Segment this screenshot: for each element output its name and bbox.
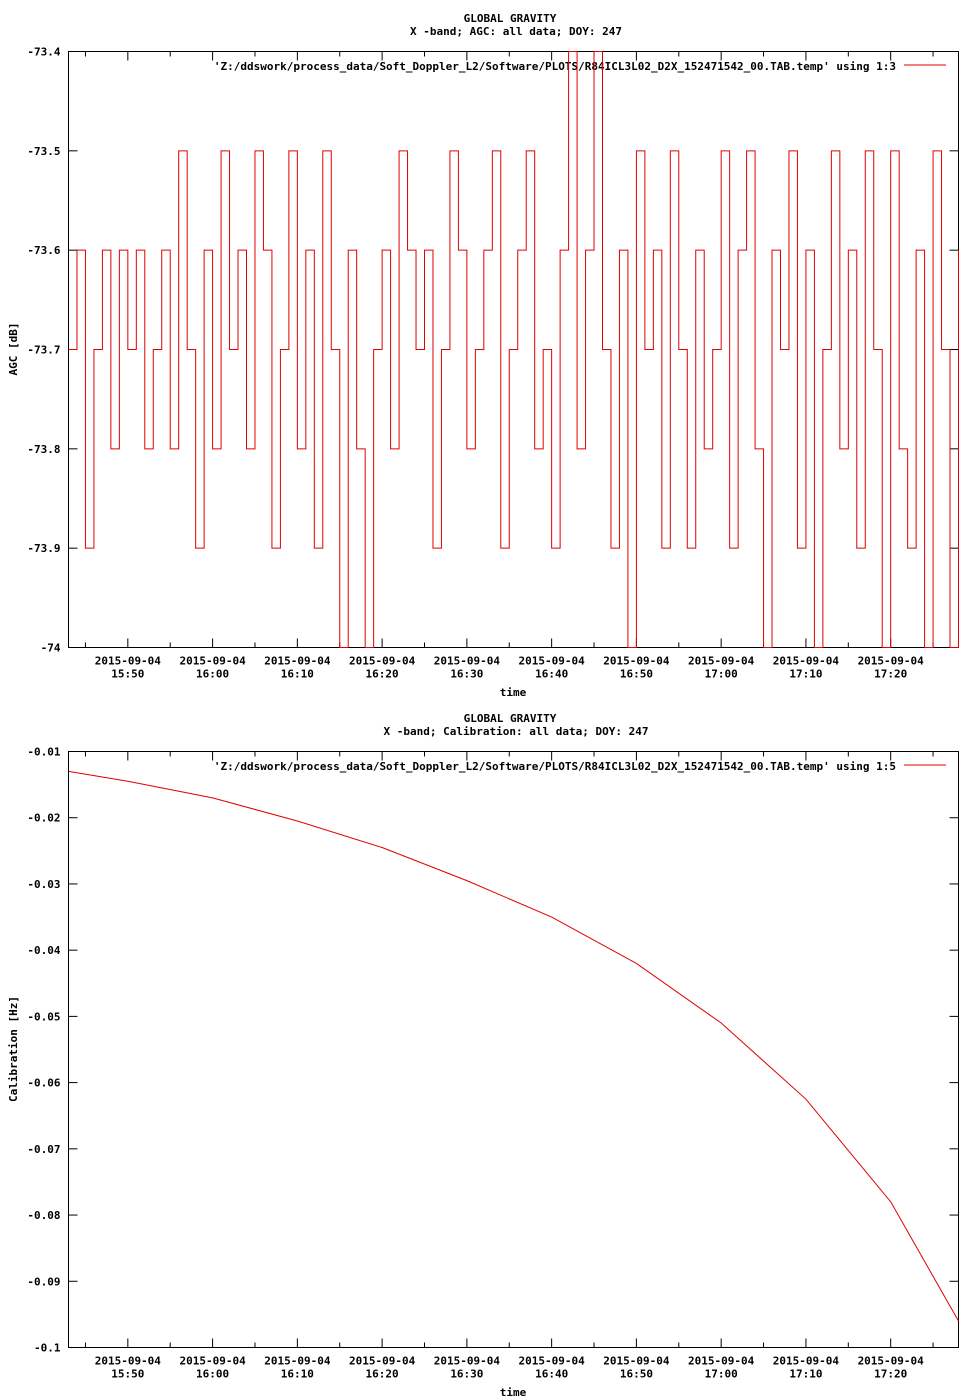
calibration-x-tick-time: 16:40 xyxy=(535,1368,568,1381)
agc-x-axis-label: time xyxy=(500,686,527,699)
calibration-x-tick-date: 2015-09-04 xyxy=(519,1355,586,1368)
agc-chart-title: GLOBAL GRAVITY xyxy=(464,12,557,25)
calibration-y-tick-label: -0.01 xyxy=(27,746,60,759)
calibration-x-tick-time: 17:00 xyxy=(705,1368,738,1381)
agc-x-tick-time: 17:20 xyxy=(874,668,907,681)
calibration-y-axis: -0.01 -0.02 -0.03 -0.04 -0.05 -0.06 -0.07 -0.08… xyxy=(27,746,959,1355)
calibration-plot-frame xyxy=(68,751,959,1348)
calibration-y-tick-label: -0.05 xyxy=(27,1010,60,1023)
calibration-x-tick-date: 2015-09-04 xyxy=(858,1355,925,1368)
calibration-y-tick-label: -0.09 xyxy=(27,1275,60,1288)
agc-chart-subtitle: X -band; AGC: all data; DOY: 247 xyxy=(410,25,622,38)
calibration-y-tick-label: -0.07 xyxy=(27,1143,60,1156)
calibration-x-tick-time: 17:10 xyxy=(789,1368,822,1381)
calibration-y-tick-label: -0.1 xyxy=(34,1342,61,1355)
agc-x-tick-date: 2015-09-04 xyxy=(773,655,840,668)
calibration-chart-subtitle: X -band; Calibration: all data; DOY: 247 xyxy=(384,725,649,738)
agc-chart: GLOBAL GRAVITY X -band; AGC: all data; D… xyxy=(7,12,959,699)
calibration-x-tick-time: 15:50 xyxy=(111,1368,144,1381)
agc-x-tick-date: 2015-09-04 xyxy=(688,655,755,668)
agc-x-tick-time: 16:00 xyxy=(196,668,229,681)
calibration-y-tick-label: -0.06 xyxy=(27,1077,60,1090)
calibration-series-line xyxy=(68,770,959,1322)
calibration-x-tick-time: 16:50 xyxy=(620,1368,653,1381)
calibration-x-tick-time: 16:30 xyxy=(450,1368,483,1381)
calibration-chart: GLOBAL GRAVITY X -band; Calibration: all… xyxy=(7,712,959,1399)
agc-x-tick-date: 2015-09-04 xyxy=(434,655,501,668)
calibration-x-tick-time: 16:00 xyxy=(196,1368,229,1381)
calibration-x-tick-date: 2015-09-04 xyxy=(603,1355,670,1368)
agc-x-tick-time: 15:50 xyxy=(111,668,144,681)
agc-y-tick-label: -73.7 xyxy=(27,344,60,357)
agc-x-tick-date: 2015-09-04 xyxy=(264,655,331,668)
agc-y-tick-label: -73.9 xyxy=(27,542,60,555)
calibration-x-tick-date: 2015-09-04 xyxy=(773,1355,840,1368)
calibration-x-tick-date: 2015-09-04 xyxy=(434,1355,501,1368)
agc-x-tick-time: 17:10 xyxy=(789,668,822,681)
agc-x-tick-date: 2015-09-04 xyxy=(519,655,586,668)
agc-legend-label: 'Z:/ddswork/process_data/Soft_Doppler_L2… xyxy=(214,60,896,73)
calibration-x-tick-date: 2015-09-04 xyxy=(95,1355,162,1368)
calibration-series xyxy=(68,770,959,1322)
agc-x-tick-time: 16:20 xyxy=(366,668,399,681)
agc-y-tick-label: -73.6 xyxy=(27,244,60,257)
calibration-x-tick-date: 2015-09-04 xyxy=(688,1355,755,1368)
agc-y-axis-label: AGC [dB] xyxy=(7,323,20,376)
calibration-y-tick-label: -0.08 xyxy=(27,1209,60,1222)
agc-series xyxy=(68,51,959,648)
agc-y-tick-label: -74 xyxy=(41,642,61,655)
calibration-x-axis: 2015-09-0415:502015-09-0416:002015-09-04… xyxy=(84,751,934,1381)
agc-x-tick-time: 16:10 xyxy=(281,668,314,681)
agc-x-tick-date: 2015-09-04 xyxy=(95,655,162,668)
calibration-x-tick-date: 2015-09-04 xyxy=(179,1355,246,1368)
agc-y-axis: -73.4 -73.5 -73.6 -73.7 -73.8 -73.9 -74 xyxy=(27,46,959,655)
agc-x-tick-date: 2015-09-04 xyxy=(858,655,925,668)
calibration-chart-title: GLOBAL GRAVITY xyxy=(464,712,557,725)
calibration-x-tick-date: 2015-09-04 xyxy=(264,1355,331,1368)
agc-y-tick-label: -73.5 xyxy=(27,145,60,158)
calibration-y-axis-label: Calibration [Hz] xyxy=(7,996,20,1102)
agc-series-line xyxy=(68,51,959,648)
agc-legend: 'Z:/ddswork/process_data/Soft_Doppler_L2… xyxy=(214,60,946,73)
agc-x-tick-time: 16:50 xyxy=(620,668,653,681)
calibration-x-tick-date: 2015-09-04 xyxy=(349,1355,416,1368)
agc-x-tick-time: 16:30 xyxy=(450,668,483,681)
agc-x-tick-date: 2015-09-04 xyxy=(179,655,246,668)
calibration-y-tick-label: -0.04 xyxy=(27,944,60,957)
calibration-x-tick-time: 17:20 xyxy=(874,1368,907,1381)
calibration-x-tick-time: 16:20 xyxy=(366,1368,399,1381)
agc-y-tick-label: -73.8 xyxy=(27,443,60,456)
agc-x-axis: 2015-09-0415:502015-09-0416:002015-09-04… xyxy=(84,51,934,681)
calibration-legend: 'Z:/ddswork/process_data/Soft_Doppler_L2… xyxy=(214,760,946,773)
agc-y-tick-label: -73.4 xyxy=(27,46,60,59)
agc-x-tick-time: 16:40 xyxy=(535,668,568,681)
calibration-x-tick-time: 16:10 xyxy=(281,1368,314,1381)
agc-x-tick-time: 17:00 xyxy=(705,668,738,681)
calibration-x-axis-label: time xyxy=(500,1386,527,1399)
agc-x-tick-date: 2015-09-04 xyxy=(349,655,416,668)
agc-x-tick-date: 2015-09-04 xyxy=(603,655,670,668)
calibration-legend-label: 'Z:/ddswork/process_data/Soft_Doppler_L2… xyxy=(214,760,896,773)
calibration-y-tick-label: -0.03 xyxy=(27,878,60,891)
calibration-y-tick-label: -0.02 xyxy=(27,812,60,825)
